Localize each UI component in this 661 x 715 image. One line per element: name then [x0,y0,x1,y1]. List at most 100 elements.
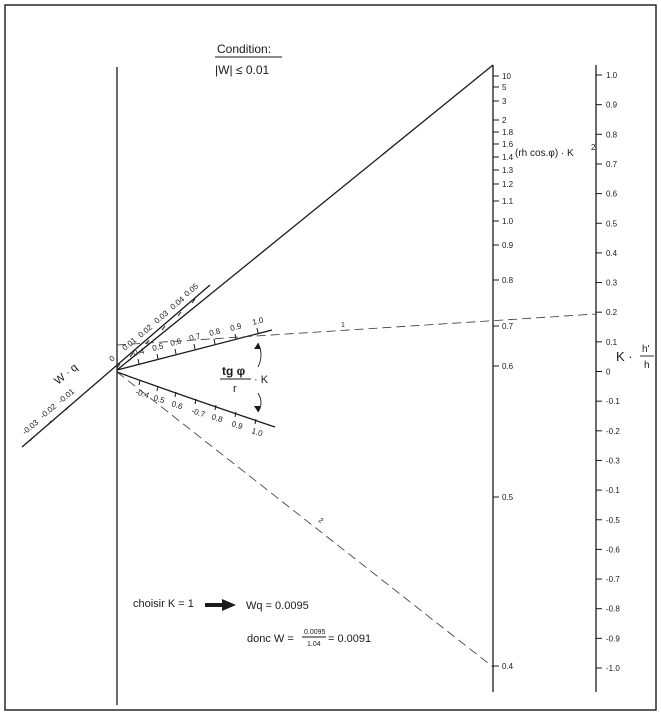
wq-tick [47,420,52,426]
k-lower-tick-label: 0.8 [210,412,224,424]
kh-tick-label: 0.3 [606,279,618,288]
k-upper-tick-label: 0.4 [132,346,146,358]
rh-tick-label: 10 [502,72,511,81]
svg-text:K ·: K · [616,349,633,364]
svg-text:· K: · K [254,374,269,386]
wq-tick-label: 0.04 [169,294,187,311]
construction-line-1 [116,313,597,346]
k-lower-tick-label: 0.5 [152,393,166,405]
k-upper-tick-label: 0.6 [169,336,183,348]
k-lower-tick [138,379,141,386]
k-lower-tick [194,398,197,405]
tg-phi-label: tg φ r · K [220,364,269,395]
k-lower-tick-label: -0.4 [134,387,150,400]
k-upper-tick-label: 1.0 [251,315,265,327]
k-lower-tick [214,404,217,411]
kh-tick-label: -0.8 [606,605,620,614]
k-lower-tick [234,411,237,418]
wq-scale-line [21,284,211,448]
rh-ticks: 10 5 3 2 1.8 1.6 1.4 1.3 1.2 1.1 1.0 0.9 0.8 0.7 0.6 0.… [493,72,514,671]
wq-tick [191,298,196,304]
k-hprime-label: K · h' h [616,344,654,371]
kh-tick-label: -0.3 [606,456,620,465]
kh-tick-label: 0.1 [606,338,618,347]
wq-tick-label: 0.02 [137,322,155,339]
svg-text:(rh cos.φ) · K: (rh cos.φ) · K [515,148,574,159]
rh-tick-label: 1.8 [502,128,514,137]
k-upper-tick [193,343,196,350]
construction-line-1-label: 1 [341,322,345,329]
k-upper-tick [174,348,177,355]
example-arrow-icon [205,599,236,611]
kh-tick-label: 0.2 [606,308,618,317]
example-step1-text: choisir K = 1 [133,598,194,610]
construction-line-2-label: 2 [317,517,325,525]
rh-tick-label: 1.1 [502,197,514,206]
k-lower-tick-label: 1.0 [250,426,264,438]
wq-tick [161,325,166,331]
k-upper-ticks: 0.4 0.5 0.6 0.7 0.8 0.9 1.0 [132,315,265,365]
rh-scale-label: (rh cos.φ) · K 2 [515,143,596,159]
wq-tick-label: 0 [108,353,118,363]
k-upper-tick [137,358,140,365]
kh-tick-label: 0.4 [606,249,618,258]
svg-text:2: 2 [591,143,596,152]
rh-tick-label: 0.7 [502,322,514,331]
kh-tick-label: 0.8 [606,130,618,139]
example-step2-den: 1.04 [307,641,321,648]
condition-formula: |W| ≤ 0.01 [215,63,269,77]
example-step2-result: = 0.0091 [328,633,371,645]
rh-tick-label: 1.3 [502,166,514,175]
rh-tick-label: 5 [502,83,507,92]
k-lower-tick-label: 0.9 [230,419,244,431]
k-upper-tick-label: 0.8 [208,326,222,338]
wq-tick [116,363,121,369]
rh-tick-label: 2 [502,116,507,125]
k-lower-tick-label: 0.6 [170,399,184,411]
k-upper-tick [156,353,159,360]
kh-tick-label: -0.5 [606,516,620,525]
k-upper-tick [213,338,216,345]
upper-arrow-head [254,343,261,349]
rh-tick-label: 0.8 [502,276,514,285]
svg-text:h: h [644,360,650,371]
rh-tick-label: 0.5 [502,493,514,502]
kh-tick-label: -0.1 [606,397,620,406]
kh-tick-label: -0.1 [606,486,620,495]
rh-tick-label: 1.2 [502,180,514,189]
rh-tick-label: 0.4 [502,662,514,671]
wq-tick [129,352,134,358]
rh-tick-label: 1.0 [502,217,514,226]
wq-tick [29,436,34,442]
example-step2-prefix: donc W = [247,633,294,645]
example-step2-num: 0.0095 [304,629,326,636]
k-upper-tick-label: 0.9 [229,321,243,333]
kh-tick-label: 1.0 [606,71,618,80]
kh-tick-label: 0.6 [606,190,618,199]
kh-tick-label: 0 [606,368,611,377]
k-lower-tick [156,385,159,392]
k-upper-tick-label: 0.5 [151,341,165,353]
k-upper-tick-label: 0.7 [188,331,202,343]
k-lower-tick [174,391,177,398]
wq-tick [65,405,70,411]
k-lower-tick-label: -0.7 [190,406,206,419]
rh-tick-label: 1.6 [502,140,514,149]
k-upper-tick [256,327,259,334]
kh-tick-label: -0.7 [606,575,620,584]
kh-tick-label: -0.6 [606,545,620,554]
wq-tick-label: 0.03 [153,308,171,325]
kh-tick-label: 0.9 [606,101,618,110]
k-upper-tick [234,333,237,340]
wq-tick [177,311,182,317]
kh-tick-label: -1.0 [606,664,620,673]
k-lower-ticks: -0.4 0.5 0.6 -0.7 0.8 0.9 1.0 [134,379,264,439]
kh-tick-label: 0.5 [606,219,618,228]
construction-line-2 [116,371,494,668]
lower-arrow-head [254,406,261,412]
kh-tick-label: -0.2 [606,427,620,436]
svg-text:h': h' [642,344,650,355]
rh-tick-label: 0.9 [502,241,514,250]
rh-tick-label: 3 [502,97,507,106]
